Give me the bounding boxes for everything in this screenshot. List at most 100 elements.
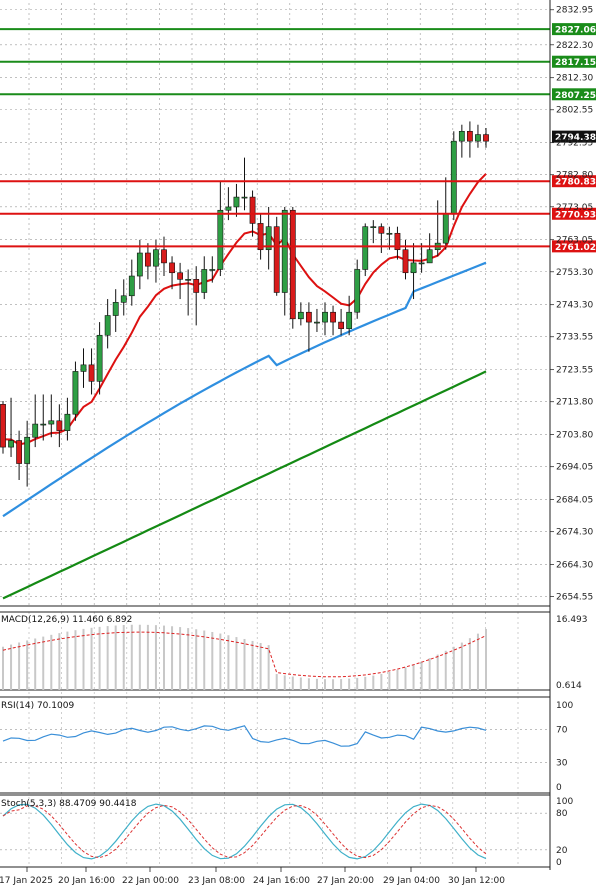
- candle[interactable]: [112, 289, 119, 332]
- candle[interactable]: [410, 243, 417, 300]
- candle[interactable]: [88, 348, 95, 395]
- candle[interactable]: [370, 220, 377, 244]
- y-tick-label: 80: [556, 809, 568, 819]
- candle-body: [112, 302, 119, 316]
- candle[interactable]: [56, 404, 63, 448]
- candle[interactable]: [96, 322, 103, 395]
- y-tick-label: 2674.30: [556, 528, 593, 538]
- time-axis: 17 Jan 2025 20 Jan 16:00 22 Jan 00:00 23 Ja…: [0, 866, 550, 886]
- resistance-tag: [552, 23, 596, 36]
- candle[interactable]: [48, 394, 55, 438]
- candle[interactable]: [217, 180, 224, 277]
- candle-body: [177, 272, 183, 280]
- candle[interactable]: [120, 279, 127, 316]
- candle[interactable]: [185, 269, 192, 316]
- candle[interactable]: [193, 266, 200, 326]
- candle[interactable]: [305, 302, 312, 352]
- candle[interactable]: [322, 302, 328, 336]
- current-price-tag: [552, 130, 596, 143]
- candle[interactable]: [330, 305, 336, 336]
- candle-body: [289, 209, 296, 320]
- candle[interactable]: [241, 157, 248, 211]
- x-tick-label: 17 Jan 2025: [0, 876, 53, 886]
- candle[interactable]: [297, 302, 304, 326]
- candle-body: [153, 249, 159, 267]
- candle[interactable]: [273, 216, 280, 296]
- candle[interactable]: [177, 262, 183, 300]
- candle[interactable]: [265, 206, 272, 270]
- candle-body: [48, 420, 55, 425]
- candle-body: [0, 404, 6, 448]
- candle-body: [402, 249, 409, 274]
- candle-body: [104, 315, 111, 336]
- candle[interactable]: [72, 361, 79, 421]
- candle[interactable]: [24, 420, 31, 487]
- candle-body: [346, 311, 353, 329]
- candle-body: [217, 209, 224, 270]
- candle[interactable]: [145, 243, 151, 280]
- candle[interactable]: [450, 131, 457, 221]
- candle[interactable]: [434, 200, 441, 257]
- resistance-tag: [552, 55, 596, 68]
- candle-body: [281, 209, 288, 293]
- candle[interactable]: [338, 308, 344, 336]
- candle-body: [56, 420, 63, 431]
- candle[interactable]: [169, 256, 175, 290]
- candle[interactable]: [426, 233, 433, 264]
- candle[interactable]: [483, 128, 489, 148]
- x-tick-label: 23 Jan 08:00: [188, 876, 245, 886]
- candle-body: [64, 413, 71, 431]
- candle[interactable]: [32, 394, 39, 448]
- y-tick-label: 2822.30: [556, 41, 593, 51]
- candle[interactable]: [16, 430, 22, 480]
- candle[interactable]: [466, 121, 473, 158]
- candle[interactable]: [257, 213, 264, 260]
- candle-body: [233, 196, 240, 208]
- candle[interactable]: [346, 295, 353, 336]
- candle-body: [273, 226, 280, 293]
- candle[interactable]: [314, 308, 320, 332]
- candle[interactable]: [104, 299, 111, 349]
- candle[interactable]: [161, 236, 167, 277]
- candle[interactable]: [136, 239, 143, 290]
- candle[interactable]: [378, 223, 385, 254]
- candle[interactable]: [8, 397, 14, 457]
- candle-body: [297, 311, 304, 320]
- candles[interactable]: [0, 121, 489, 487]
- candle-body: [16, 440, 22, 464]
- candle[interactable]: [128, 259, 135, 306]
- candle[interactable]: [458, 124, 465, 158]
- candle[interactable]: [354, 259, 361, 319]
- rsi-panel: 100 70 30 0: [0, 696, 573, 794]
- y-tick-label: 2773.05: [556, 203, 593, 213]
- macd-label: MACD(12,26,9) 11.460 6.892: [1, 615, 132, 625]
- stoch-d-line: [2, 804, 487, 859]
- candle-body: [442, 213, 449, 244]
- candle[interactable]: [201, 256, 208, 300]
- candle[interactable]: [40, 394, 47, 441]
- candle[interactable]: [475, 124, 481, 148]
- candle-body: [128, 275, 135, 297]
- rsi-line: [2, 725, 487, 747]
- y-tick-label: 2782.80: [556, 171, 593, 181]
- candle-body: [257, 223, 264, 251]
- support-tag: [552, 175, 596, 188]
- candle[interactable]: [394, 226, 401, 260]
- resistance-label: 2807.25: [555, 91, 596, 101]
- y-tick-label: 100: [556, 797, 573, 807]
- candle[interactable]: [225, 187, 232, 221]
- candle[interactable]: [80, 348, 87, 388]
- candle[interactable]: [0, 401, 6, 454]
- candle[interactable]: [209, 256, 216, 283]
- candle[interactable]: [418, 243, 425, 273]
- current-price-label: 2794.38: [555, 133, 596, 143]
- candle-body: [120, 295, 127, 303]
- candle[interactable]: [233, 183, 240, 217]
- candle[interactable]: [362, 223, 369, 277]
- candle[interactable]: [281, 206, 288, 316]
- candle[interactable]: [289, 206, 296, 329]
- y-tick-label: 30: [556, 758, 568, 768]
- candle[interactable]: [64, 397, 71, 441]
- candle-body: [450, 140, 457, 214]
